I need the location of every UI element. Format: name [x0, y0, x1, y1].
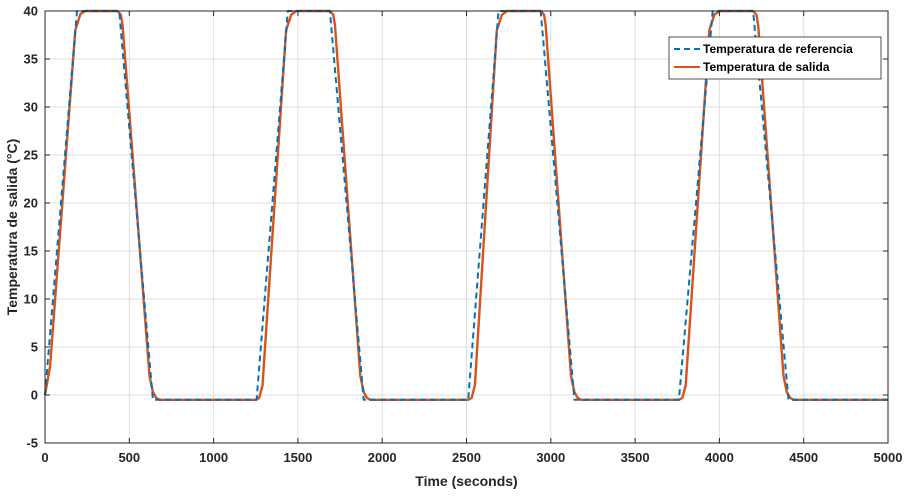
x-tick-label: 4000: [705, 450, 734, 465]
axis-ticks: 0 500 1000 1500 2000 2500 3000 3500 4000 4500 5000…: [24, 4, 903, 466]
y-tick-label: 20: [24, 196, 38, 211]
x-axis-label: Time (seconds): [415, 473, 517, 489]
y-tick-label: 10: [24, 292, 38, 307]
x-tick-label: 3500: [621, 450, 650, 465]
y-tick-label: 40: [24, 4, 38, 19]
series-group: [43, 9, 888, 401]
y-tick-label: 5: [31, 340, 38, 355]
x-tick-label: 4500: [789, 450, 818, 465]
x-tick-label: 1500: [283, 450, 312, 465]
x-tick-label: 0: [41, 450, 48, 465]
x-tick-label: 5000: [874, 450, 903, 465]
legend-box: [668, 36, 882, 80]
x-tick-label: 2000: [368, 450, 397, 465]
x-tick-label: 2500: [452, 450, 481, 465]
legend-label-salida: Temperatura de salida: [703, 60, 830, 74]
y-tick-label: 25: [24, 148, 38, 163]
legend: Temperatura de referencia Temperatura de…: [668, 36, 882, 80]
legend-label-referencia: Temperatura de referencia: [703, 42, 853, 56]
y-tick-label: 0: [31, 388, 38, 403]
y-tick-label: -5: [26, 436, 38, 451]
x-tick-label: 500: [118, 450, 140, 465]
y-tick-label: 15: [24, 244, 38, 259]
y-axis-label: Temperatura de salida (°C): [4, 139, 20, 316]
x-tick-label: 3000: [536, 450, 565, 465]
x-tick-label: 1000: [199, 450, 228, 465]
y-tick-label: 30: [24, 100, 38, 115]
y-tick-label: 35: [24, 52, 38, 67]
